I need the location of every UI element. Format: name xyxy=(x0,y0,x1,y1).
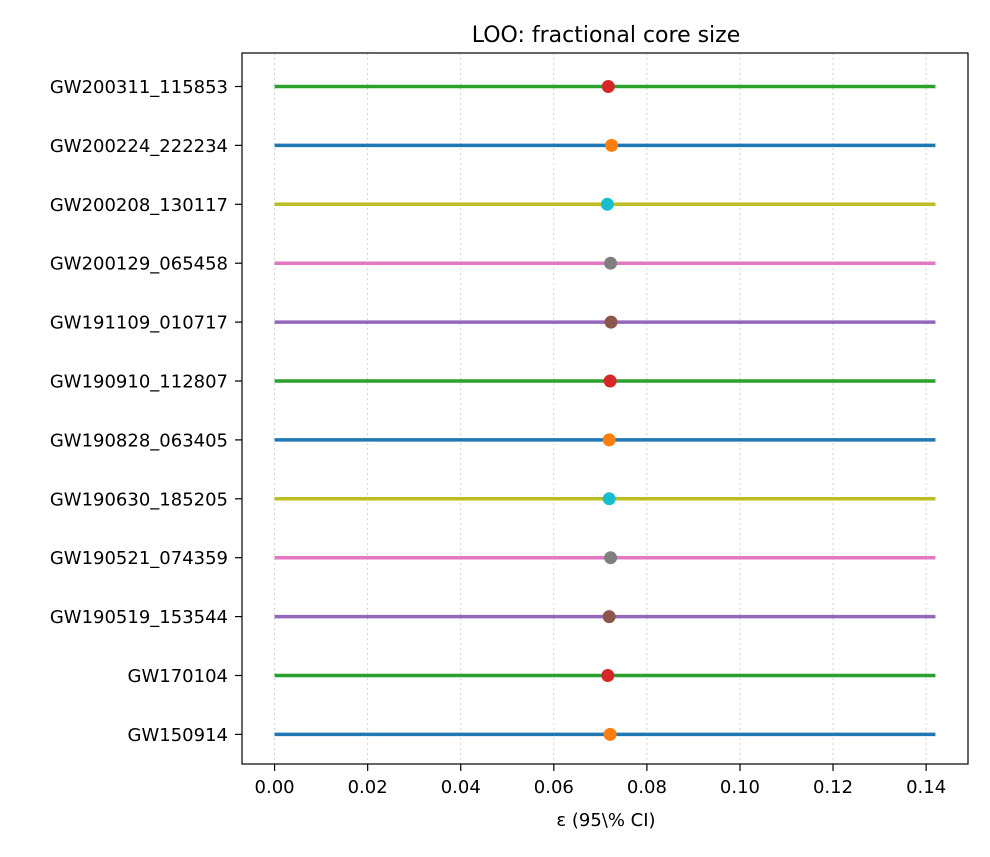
grid-layer xyxy=(274,53,927,764)
center-point xyxy=(600,197,614,211)
center-point xyxy=(604,256,618,270)
center-point xyxy=(602,433,616,447)
center-point xyxy=(603,727,617,741)
y-tick-label: GW200208_130117 xyxy=(50,195,228,216)
x-tick-label: 0.12 xyxy=(813,777,853,798)
center-point xyxy=(601,80,615,93)
center-point xyxy=(603,374,617,388)
y-tick-label: GW170104 xyxy=(128,666,228,687)
y-tick-label: GW200311_115853 xyxy=(50,77,228,98)
x-tick-label: 0.00 xyxy=(255,777,295,798)
x-tick-label: 0.10 xyxy=(720,777,760,798)
y-tick-label: GW190910_112807 xyxy=(50,372,228,393)
center-point xyxy=(604,551,618,565)
y-tick-label: GW150914 xyxy=(128,725,228,746)
x-tick-label: 0.14 xyxy=(906,777,946,798)
y-axis: GW200311_115853 GW200224_222234 GW200208_1… xyxy=(50,77,242,746)
x-tick-label: 0.08 xyxy=(627,777,667,798)
center-point xyxy=(602,610,616,624)
x-axis-label: ε (95\% CI) xyxy=(556,810,655,831)
center-point xyxy=(605,138,619,152)
x-tick-label: 0.06 xyxy=(534,777,574,798)
center-point xyxy=(602,492,616,506)
chart-title: LOO: fractional core size xyxy=(472,23,741,48)
x-tick-label: 0.04 xyxy=(441,777,481,798)
plot-frame xyxy=(241,52,969,765)
y-tick-label: GW200129_065458 xyxy=(50,254,228,275)
y-tick-label: GW200224_222234 xyxy=(50,136,228,157)
x-axis: 0.00 0.02 0.04 0.06 0.08 0.10 0.12 0.14 xyxy=(255,764,946,798)
center-point xyxy=(601,669,615,682)
y-tick-label: GW191109_010717 xyxy=(50,313,228,334)
x-tick-label: 0.02 xyxy=(348,777,388,798)
center-point xyxy=(604,315,618,329)
series-layer xyxy=(274,80,936,741)
y-tick-label: GW190630_185205 xyxy=(50,489,228,510)
y-tick-label: GW190521_074359 xyxy=(50,548,228,569)
y-tick-label: GW190828_063405 xyxy=(50,430,228,451)
y-tick-label: GW190519_153544 xyxy=(50,607,228,628)
